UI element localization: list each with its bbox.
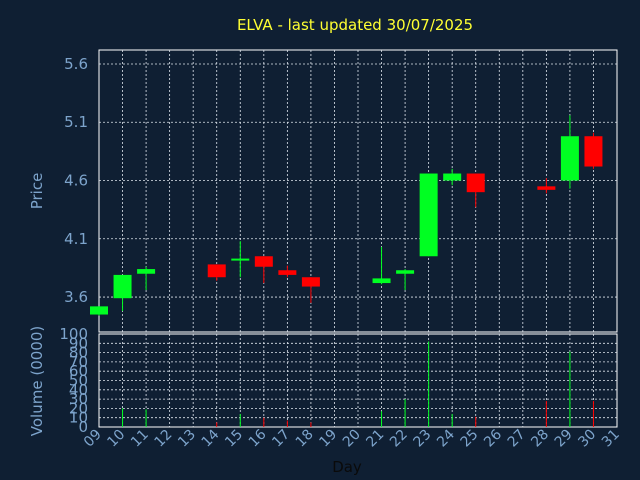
- candle-body: [560, 136, 579, 181]
- candle-body: [90, 306, 108, 315]
- candle: [443, 168, 462, 186]
- x-tick-label: 28: [528, 427, 552, 451]
- price-tick-label: 5.1: [64, 113, 88, 131]
- candle: [301, 277, 320, 303]
- candle-body: [584, 136, 603, 167]
- candle-body: [537, 186, 556, 190]
- volume-axis-label: Volume (0000): [28, 326, 46, 436]
- price-tick-label: 5.6: [64, 55, 88, 73]
- candle: [254, 256, 273, 284]
- candlesticks: [90, 115, 603, 316]
- x-tick-label: 19: [316, 427, 340, 451]
- price-axis-label: Price: [28, 173, 46, 210]
- candle: [560, 115, 579, 189]
- x-tick-label: 18: [293, 427, 317, 451]
- candle: [207, 264, 226, 281]
- candle-body: [231, 258, 250, 261]
- x-tick-label: 30: [575, 427, 599, 451]
- candle-body: [137, 269, 156, 274]
- volume-tick-label: 40: [69, 381, 88, 399]
- candle-body: [396, 270, 415, 274]
- candle-body: [443, 173, 462, 181]
- x-tick-label: 12: [152, 427, 176, 451]
- x-tick-label: 24: [434, 426, 458, 450]
- candle-body: [372, 278, 391, 284]
- volume-tick-label: 0: [78, 418, 88, 436]
- candle: [419, 173, 438, 257]
- x-tick-label: 29: [552, 427, 576, 451]
- volume-tick-label: 30: [69, 390, 88, 408]
- x-tick-label: 16: [246, 426, 270, 450]
- candle: [466, 173, 485, 208]
- price-axis: 3.6 4.1 4.6 5.1 5.6: [64, 55, 88, 306]
- x-tick-label: 17: [269, 427, 293, 451]
- x-tick-label: 31: [599, 427, 623, 451]
- price-tick-label: 4.1: [64, 230, 88, 248]
- x-tick-label: 27: [505, 427, 529, 451]
- x-tick-label: 20: [340, 427, 364, 451]
- x-axis-label: Day: [332, 458, 362, 476]
- chart-title: ELVA - last updated 30/07/2025: [237, 16, 473, 34]
- candle-body: [466, 173, 485, 193]
- volume-tick-label: 60: [69, 362, 88, 380]
- candle-body: [207, 264, 226, 278]
- x-tick-label: 11: [128, 427, 152, 451]
- volume-tick-label: 70: [69, 353, 88, 371]
- x-tick-label: 14: [199, 426, 223, 450]
- volume-bars: [122, 341, 594, 427]
- candle: [372, 246, 391, 285]
- volume-tick-label: 50: [69, 372, 88, 390]
- x-tick-label: 23: [411, 427, 435, 451]
- volume-tick-label: 10: [69, 409, 88, 427]
- candle-body: [301, 277, 320, 287]
- candle-body: [113, 274, 132, 299]
- candle: [231, 241, 250, 278]
- volume-tick-label: 20: [69, 399, 88, 417]
- volume-tick-label: 80: [69, 344, 88, 362]
- candle-body: [419, 173, 438, 257]
- x-tick-label: 13: [175, 427, 199, 451]
- candle-body: [278, 270, 297, 275]
- x-axis: 09 10 11 12 13 14 15 16 17 18 19 20 21 22 23 24 25 26 27 28…: [81, 426, 623, 450]
- candle-body: [254, 256, 273, 267]
- x-tick-label: 15: [222, 427, 246, 451]
- x-tick-label: 25: [458, 427, 482, 451]
- x-tick-label: 22: [387, 427, 411, 451]
- candle: [537, 178, 556, 194]
- candle: [113, 274, 132, 312]
- candle: [90, 306, 108, 316]
- candle: [584, 132, 603, 169]
- x-tick-label: 10: [104, 427, 128, 451]
- candle: [396, 269, 415, 291]
- x-tick-label: 21: [363, 427, 387, 451]
- x-tick-label: 26: [481, 426, 505, 450]
- price-tick-label: 3.6: [64, 288, 88, 306]
- candle: [278, 265, 297, 278]
- price-tick-label: 4.6: [64, 172, 88, 190]
- volume-tick-label: 100: [59, 325, 88, 343]
- volume-tick-label: 90: [69, 334, 88, 352]
- candle: [137, 266, 156, 291]
